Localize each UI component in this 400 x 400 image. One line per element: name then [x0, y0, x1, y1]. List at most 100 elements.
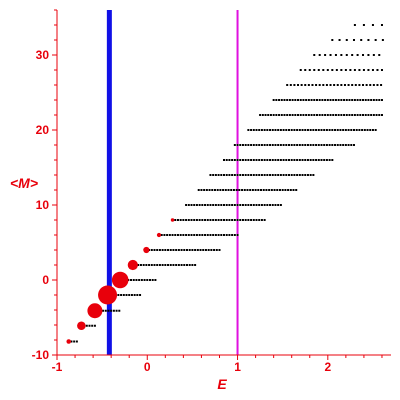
data-dot — [227, 189, 230, 191]
data-dot — [233, 174, 236, 176]
data-dot — [209, 219, 212, 221]
data-dot — [269, 159, 272, 161]
data-dot — [258, 204, 261, 206]
data-dot — [233, 234, 236, 236]
data-dot — [378, 114, 381, 116]
data-dot — [293, 174, 296, 176]
data-dot — [340, 99, 343, 101]
data-dot — [220, 174, 223, 176]
data-dot — [260, 159, 263, 161]
data-dot — [228, 159, 231, 161]
data-dot — [214, 174, 217, 176]
data-dot — [324, 99, 327, 101]
data-dot — [93, 324, 96, 327]
data-dot — [287, 189, 290, 191]
data-dot — [306, 144, 309, 146]
data-dot — [285, 144, 288, 146]
data-dot — [317, 144, 320, 146]
data-dot — [359, 99, 362, 101]
data-dot — [352, 39, 355, 41]
data-dot — [185, 234, 188, 236]
data-point — [87, 303, 103, 319]
data-dot — [372, 99, 375, 101]
data-dot — [271, 129, 274, 131]
data-dot — [219, 189, 222, 191]
data-dot — [259, 114, 262, 116]
data-dot — [331, 159, 334, 161]
data-dot — [130, 279, 133, 281]
data-dot — [337, 99, 340, 101]
data-dot — [217, 219, 220, 221]
data-dot — [318, 84, 321, 86]
y-axis-ticks: -10 0 10 20 30 — [32, 9, 57, 362]
data-dot — [296, 129, 299, 131]
data-dot — [286, 84, 289, 86]
data-dot — [225, 204, 228, 206]
y-tick-label: 20 — [36, 123, 50, 137]
data-dot — [302, 114, 305, 116]
data-dot — [212, 174, 215, 176]
data-dot — [286, 99, 289, 101]
data-dot — [128, 294, 131, 296]
data-dot — [217, 234, 220, 236]
data-dot — [372, 54, 375, 56]
data-dot — [378, 54, 381, 56]
data-dot — [250, 144, 253, 146]
data-dot — [195, 234, 198, 236]
data-dot — [204, 204, 207, 206]
data-dot — [277, 159, 280, 161]
data-dot — [315, 114, 318, 116]
data-dot — [263, 129, 266, 131]
x-tick-label: 2 — [324, 360, 331, 374]
data-dot — [137, 264, 140, 266]
data-dot — [201, 204, 204, 206]
data-dot — [376, 84, 379, 86]
data-dot — [358, 129, 361, 131]
data-dot — [228, 219, 231, 221]
data-dot — [290, 144, 293, 146]
data-dot — [299, 99, 302, 101]
data-dot — [179, 219, 182, 221]
data-dot — [291, 114, 294, 116]
data-dot — [231, 159, 234, 161]
data-dot — [246, 189, 249, 191]
data-dot — [197, 189, 200, 191]
data-dot — [176, 219, 179, 221]
data-dot — [371, 24, 374, 26]
data-dot — [309, 174, 312, 176]
data-dot — [315, 129, 318, 131]
data-dot — [336, 84, 339, 86]
x-tick-label: 0 — [144, 360, 151, 374]
data-dot — [334, 54, 337, 56]
data-dot — [225, 159, 228, 161]
data-dot — [312, 174, 315, 176]
data-dot — [344, 129, 347, 131]
data-dot — [214, 219, 217, 221]
data-dot — [342, 129, 345, 131]
black-dot-series — [67, 24, 384, 343]
data-dot — [287, 159, 290, 161]
data-dot — [193, 219, 196, 221]
data-dot — [351, 84, 354, 86]
data-dot — [285, 159, 288, 161]
data-dot — [235, 189, 238, 191]
data-dot — [118, 309, 121, 312]
data-dot — [148, 264, 151, 266]
data-dot — [182, 234, 185, 236]
data-dot — [241, 144, 244, 146]
data-dot — [275, 114, 278, 116]
data-dot — [125, 294, 128, 296]
data-dot — [374, 39, 377, 41]
data-dot — [266, 204, 269, 206]
data-dot — [334, 99, 337, 101]
data-dot — [324, 114, 327, 116]
data-dot — [306, 129, 309, 131]
data-dot — [274, 129, 277, 131]
data-dot — [161, 264, 164, 266]
data-dot — [148, 279, 151, 281]
data-dot — [365, 84, 368, 86]
data-dot — [215, 249, 218, 251]
data-dot — [347, 144, 350, 146]
data-dot — [345, 39, 348, 41]
data-dot — [183, 264, 186, 266]
